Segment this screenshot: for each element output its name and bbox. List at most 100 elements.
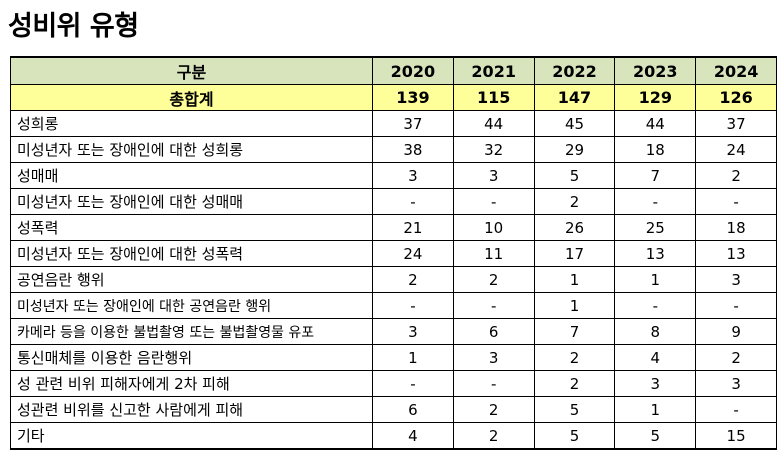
row-value: 1 [614, 396, 697, 423]
page-title: 성비위 유형 [8, 11, 139, 42]
row-value: 13 [695, 240, 777, 267]
row-value: 3 [614, 370, 697, 397]
row-value: 21 [372, 214, 454, 241]
table-row: 성 관련 비위 피해자에게 2차 피해 - -2 3 3 [10, 370, 777, 397]
table-row: 공연음란 행위 2 2 1 1 3 [10, 266, 777, 293]
row-value: 3 [452, 162, 535, 189]
row-value: 2 [533, 188, 616, 215]
row-label: 공연음란 행위 [10, 266, 373, 293]
row-value: 5 [533, 422, 616, 450]
row-value: 45 [533, 110, 616, 137]
row-value: 44 [614, 110, 697, 137]
row-value: 5 [533, 162, 616, 189]
header-category: 구분 [10, 56, 373, 85]
row-value: 4 [614, 344, 697, 371]
row-value: 18 [695, 214, 777, 241]
row-value: 3 [695, 370, 777, 397]
total-value: 129 [614, 84, 697, 111]
table-row: 미성년자 또는 장애인에 대한 공연음란 행위 - -1- - [10, 292, 777, 319]
header-year: 2024 [695, 56, 777, 85]
row-value: 7 [614, 162, 697, 189]
row-label: 성매매 [10, 162, 373, 189]
row-label: 미성년자 또는 장애인에 대한 성폭력 [10, 240, 373, 267]
header-year: 2023 [614, 56, 697, 85]
row-value: 2 [695, 344, 777, 371]
total-label: 총합계 [10, 84, 373, 111]
row-value: 1 [372, 344, 454, 371]
row-value: 37 [695, 110, 777, 137]
table-row: 기타 4 2 5 5 15 [10, 422, 777, 450]
row-label: 미성년자 또는 장애인에 대한 공연음란 행위 [10, 292, 373, 319]
row-value: 2 [695, 162, 777, 189]
header-year: 2022 [533, 56, 616, 85]
row-value: 5 [533, 396, 616, 423]
row-label: 미성년자 또는 장애인에 대한 성매매 [10, 188, 373, 215]
row-value: 7 [533, 318, 616, 345]
row-value: 25 [614, 214, 697, 241]
table-row: 미성년자 또는 장애인에 대한 성폭력 24 11 17 13 13 [10, 240, 777, 267]
row-value: 1 [533, 266, 616, 293]
row-value: 18 [614, 136, 697, 163]
header-year: 2020 [372, 56, 454, 85]
row-value: 2 [372, 266, 454, 293]
row-label: 성폭력 [10, 214, 373, 241]
row-value: - [372, 188, 454, 215]
row-value: 37 [372, 110, 454, 137]
row-value: - [614, 292, 697, 319]
total-value: 147 [533, 84, 616, 111]
row-value: 3 [372, 318, 454, 345]
row-value: 11 [452, 240, 535, 267]
total-value: 115 [452, 84, 535, 111]
row-value: 9 [695, 318, 777, 345]
row-value: 2 [452, 396, 535, 423]
row-value: - [695, 188, 777, 215]
table-row: 성관련 비위를 신고한 사람에게 피해 6 2 5 1- [10, 396, 777, 423]
row-value: - [695, 396, 777, 423]
row-value: 10 [452, 214, 535, 241]
row-value: 15 [695, 422, 777, 450]
row-value: - [452, 292, 535, 319]
row-label: 성관련 비위를 신고한 사람에게 피해 [10, 396, 373, 423]
table-row: 성폭력 21 10 26 25 18 [10, 214, 777, 241]
row-value: 3 [452, 344, 535, 371]
row-value: 2 [452, 266, 535, 293]
row-value: 3 [695, 266, 777, 293]
header-year: 2021 [452, 56, 535, 85]
row-label: 통신매체를 이용한 음란행위 [10, 344, 373, 371]
row-value: - [452, 188, 535, 215]
row-value: 1 [533, 292, 616, 319]
row-value: 4 [372, 422, 454, 450]
row-value: 3 [372, 162, 454, 189]
row-value: 32 [452, 136, 535, 163]
row-value: 17 [533, 240, 616, 267]
row-value: 38 [372, 136, 454, 163]
row-value: - [372, 292, 454, 319]
row-value: 2 [452, 422, 535, 450]
row-value: 1 [614, 266, 697, 293]
row-label: 성 관련 비위 피해자에게 2차 피해 [10, 370, 373, 397]
row-value: 24 [372, 240, 454, 267]
row-value: 24 [695, 136, 777, 163]
row-value: 26 [533, 214, 616, 241]
row-value: 6 [452, 318, 535, 345]
row-value: - [452, 370, 535, 397]
table-header-row: 구분 2020 2021 2022 2023 2024 [10, 56, 777, 85]
table-row: 성희롱 37 44 45 44 37 [10, 110, 777, 137]
row-label: 성희롱 [10, 110, 373, 137]
table-row: 미성년자 또는 장애인에 대한 성희롱 38 32 29 18 24 [10, 136, 777, 163]
total-value: 126 [695, 84, 777, 111]
row-value: 5 [614, 422, 697, 450]
misconduct-type-table: 구분 2020 2021 2022 2023 2024 총합계 139 115 … [10, 56, 777, 450]
table-row: 미성년자 또는 장애인에 대한 성매매 - -2- - [10, 188, 777, 215]
row-value: 2 [533, 344, 616, 371]
table-row: 카메라 등을 이용한 불법촬영 또는 불법촬영물 유포 3 6 7 8 9 [10, 318, 777, 345]
row-value: 6 [372, 396, 454, 423]
row-value: - [695, 292, 777, 319]
row-value: 44 [452, 110, 535, 137]
row-label: 기타 [10, 422, 373, 450]
table-row: 통신매체를 이용한 음란행위 1 3 2 4 2 [10, 344, 777, 371]
row-value: - [614, 188, 697, 215]
row-value: 13 [614, 240, 697, 267]
total-row: 총합계 139 115 147 129 126 [10, 84, 777, 111]
table-row: 성매매 3 3 5 7 2 [10, 162, 777, 189]
